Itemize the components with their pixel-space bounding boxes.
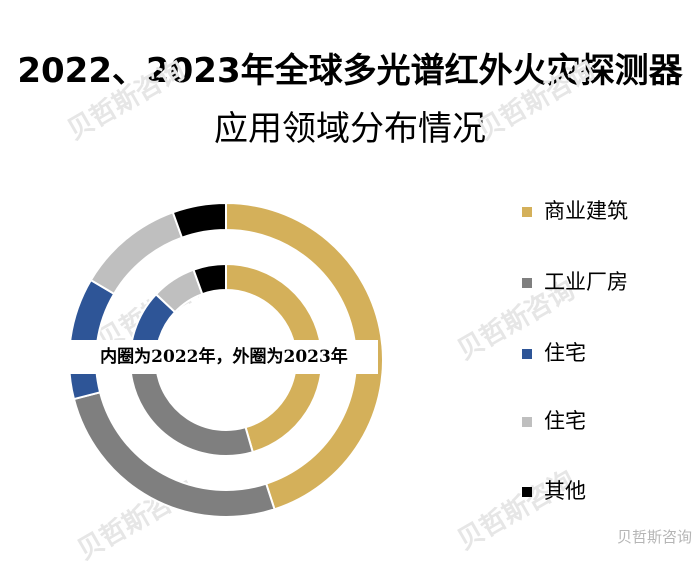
chart-title-line2: 应用领域分布情况 <box>214 109 486 149</box>
legend-label: 其他 <box>544 479 586 503</box>
legend-swatch <box>522 207 532 217</box>
donut-slice-2023-3 <box>89 211 184 296</box>
legend-swatch <box>522 278 532 288</box>
legend-swatch <box>522 487 532 497</box>
chart-title: 2022、2023年全球多光谱红外火灾探测器 应用领域分布情况 <box>0 42 700 158</box>
legend-swatch <box>522 349 532 359</box>
legend-swatch <box>522 417 532 427</box>
legend-label: 商业建筑 <box>544 199 628 223</box>
source-credit: 贝哲斯咨询 <box>616 528 692 546</box>
legend-label: 住宅 <box>544 341 586 365</box>
donut-slice-2022-4 <box>192 262 227 296</box>
donut-slice-2023-4 <box>171 201 227 239</box>
ring-annotation: 内圈为2022年，外圈为2023年 <box>70 340 378 374</box>
donut-slice-2022-1 <box>129 367 255 457</box>
chart-title-line1: 2022、2023年全球多光谱红外火灾探测器 <box>17 51 683 91</box>
legend-label: 住宅 <box>544 409 586 433</box>
donut-slice-2022-0 <box>225 262 323 454</box>
legend-label: 工业厂房 <box>544 270 628 294</box>
